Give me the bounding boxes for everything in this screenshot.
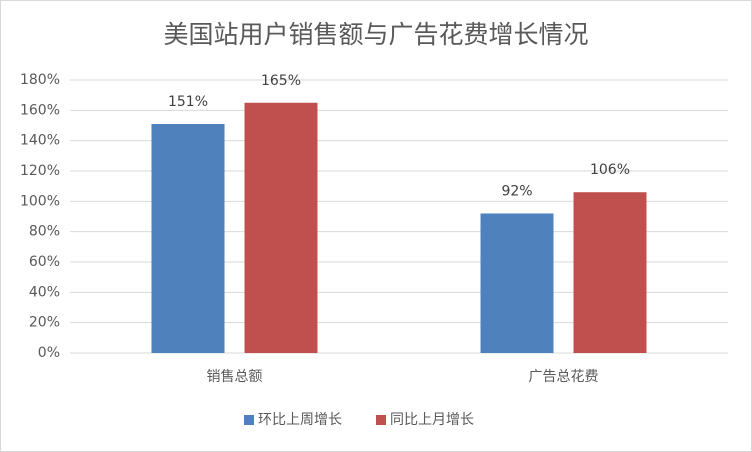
y-tick-label: 160%	[20, 102, 60, 118]
bar	[151, 123, 225, 353]
value-label: 165%	[261, 73, 301, 89]
x-tick-label: 销售总额	[207, 369, 263, 385]
legend-label: 环比上周增长	[258, 412, 342, 428]
y-tick-label: 20%	[29, 315, 60, 331]
y-tick-label: 140%	[20, 133, 60, 149]
legend-label: 同比上月增长	[390, 412, 474, 428]
x-tick-label: 广告总花费	[529, 369, 599, 385]
legend-swatch	[244, 415, 254, 425]
bar	[573, 192, 647, 353]
chart-title: 美国站用户销售额与广告花费增长情况	[163, 20, 588, 49]
bar	[244, 102, 318, 353]
y-tick-label: 60%	[29, 254, 60, 270]
value-label: 92%	[501, 183, 532, 199]
y-tick-label: 40%	[29, 284, 60, 300]
y-tick-label: 0%	[38, 345, 60, 361]
value-label: 151%	[168, 94, 208, 110]
y-tick-label: 120%	[20, 163, 60, 179]
legend-swatch	[376, 415, 386, 425]
y-tick-label: 180%	[20, 72, 60, 88]
y-tick-label: 100%	[20, 193, 60, 209]
y-tick-label: 80%	[29, 224, 60, 240]
value-label: 106%	[590, 162, 630, 178]
bar	[480, 213, 554, 353]
